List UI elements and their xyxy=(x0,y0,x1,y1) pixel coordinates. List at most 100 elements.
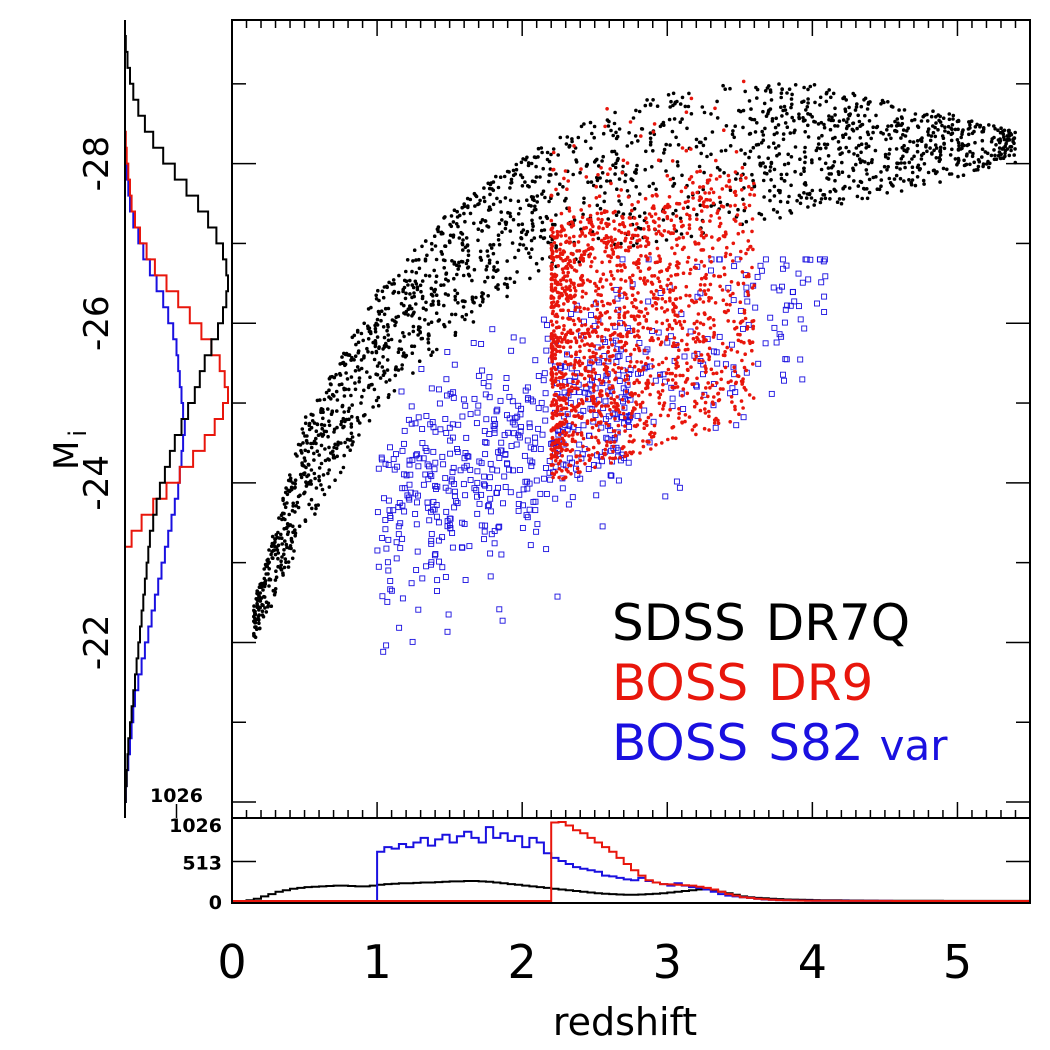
data-point-boss-dr9 xyxy=(567,317,571,321)
data-point-sdss-dr7q xyxy=(482,195,486,200)
data-point-boss-dr9 xyxy=(608,440,613,445)
data-point-boss-dr9 xyxy=(724,232,728,236)
data-point-boss-dr9 xyxy=(582,355,586,360)
data-point-sdss-dr7q xyxy=(758,163,763,168)
data-point-boss-dr9 xyxy=(640,390,644,394)
data-point-sdss-dr7q xyxy=(303,519,308,523)
data-point-boss-dr9 xyxy=(752,181,756,186)
data-point-sdss-dr7q xyxy=(446,279,451,283)
data-point-boss-dr9 xyxy=(570,220,575,225)
data-point-boss-dr9 xyxy=(710,400,715,405)
data-point-boss-s82-var xyxy=(444,349,451,355)
data-point-boss-s82-var xyxy=(473,487,480,494)
data-point-sdss-dr7q xyxy=(376,403,381,408)
data-point-sdss-dr7q xyxy=(514,162,519,167)
data-point-sdss-dr7q xyxy=(792,130,796,135)
data-point-boss-s82-var xyxy=(782,356,789,363)
data-point-sdss-dr7q xyxy=(534,175,539,179)
data-point-boss-dr9 xyxy=(601,226,605,231)
data-point-boss-dr9 xyxy=(685,231,690,236)
data-point-boss-dr9 xyxy=(573,359,578,364)
data-point-boss-dr9 xyxy=(555,290,560,295)
data-point-boss-dr9 xyxy=(602,362,606,366)
legend-boss-s82-var-part2: S82 xyxy=(768,714,863,772)
data-point-boss-dr9 xyxy=(622,224,627,229)
data-point-sdss-dr7q xyxy=(515,270,519,274)
data-point-sdss-dr7q xyxy=(926,127,931,131)
data-point-sdss-dr7q xyxy=(967,132,971,137)
data-point-sdss-dr7q xyxy=(496,233,501,237)
data-point-sdss-dr7q xyxy=(900,116,904,120)
data-point-boss-dr9 xyxy=(578,470,582,474)
data-point-sdss-dr7q xyxy=(387,345,391,350)
data-point-sdss-dr7q xyxy=(992,135,996,140)
data-point-sdss-dr7q xyxy=(508,229,513,233)
data-point-sdss-dr7q xyxy=(625,189,630,193)
data-point-boss-dr9 xyxy=(587,231,592,235)
data-point-boss-s82-var xyxy=(481,536,487,543)
data-point-boss-dr9 xyxy=(573,301,577,305)
data-point-boss-dr9 xyxy=(609,243,614,248)
data-point-sdss-dr7q xyxy=(1009,148,1013,153)
data-point-sdss-dr7q xyxy=(789,155,794,159)
data-point-sdss-dr7q xyxy=(483,219,488,223)
data-point-boss-s82-var xyxy=(480,380,487,386)
data-point-boss-dr9 xyxy=(669,274,673,278)
data-point-sdss-dr7q xyxy=(540,150,544,155)
data-point-sdss-dr7q xyxy=(264,572,269,576)
data-point-sdss-dr7q xyxy=(643,167,647,172)
data-point-boss-dr9 xyxy=(685,260,690,264)
data-point-sdss-dr7q xyxy=(368,330,373,334)
data-point-sdss-dr7q xyxy=(778,216,782,220)
data-point-boss-s82-var xyxy=(568,311,575,317)
data-point-sdss-dr7q xyxy=(984,162,989,166)
data-point-sdss-dr7q xyxy=(319,410,323,415)
data-point-boss-dr9 xyxy=(646,356,650,360)
data-point-sdss-dr7q xyxy=(851,121,856,125)
data-point-boss-dr9 xyxy=(712,273,716,278)
data-point-sdss-dr7q xyxy=(283,539,287,543)
data-point-boss-dr9 xyxy=(699,276,704,281)
data-point-boss-dr9 xyxy=(695,326,699,330)
data-point-boss-dr9 xyxy=(646,267,651,271)
data-point-sdss-dr7q xyxy=(935,170,939,174)
data-point-sdss-dr7q xyxy=(519,173,523,177)
data-point-boss-dr9 xyxy=(604,234,609,238)
data-point-sdss-dr7q xyxy=(790,115,794,120)
data-point-boss-dr9 xyxy=(703,411,708,415)
data-point-sdss-dr7q xyxy=(473,193,478,198)
data-point-sdss-dr7q xyxy=(310,419,315,423)
data-point-sdss-dr7q xyxy=(545,216,550,221)
data-point-boss-dr9 xyxy=(587,204,592,208)
data-point-sdss-dr7q xyxy=(349,431,354,436)
data-point-boss-dr9 xyxy=(677,411,681,416)
data-point-boss-s82-var xyxy=(487,460,494,467)
data-point-boss-dr9 xyxy=(741,229,745,234)
data-point-boss-dr9 xyxy=(593,371,598,375)
data-point-sdss-dr7q xyxy=(948,153,953,157)
data-point-boss-dr9 xyxy=(560,293,564,297)
data-point-sdss-dr7q xyxy=(843,109,848,114)
data-point-boss-dr9 xyxy=(596,320,601,324)
data-point-sdss-dr7q xyxy=(748,149,753,154)
data-point-sdss-dr7q xyxy=(605,179,609,183)
data-point-sdss-dr7q xyxy=(442,322,446,327)
data-point-boss-s82-var xyxy=(780,371,786,378)
data-point-sdss-dr7q xyxy=(374,398,379,403)
data-point-sdss-dr7q xyxy=(804,196,809,200)
data-point-boss-dr9 xyxy=(642,314,647,319)
data-point-sdss-dr7q xyxy=(775,153,779,158)
data-point-boss-dr9 xyxy=(632,216,637,220)
data-point-boss-dr9 xyxy=(620,170,625,175)
data-point-boss-dr9 xyxy=(714,371,719,376)
data-point-boss-dr9 xyxy=(711,371,716,376)
data-point-boss-s82-var xyxy=(544,335,551,342)
data-point-boss-dr9 xyxy=(632,347,637,352)
data-point-sdss-dr7q xyxy=(826,166,831,170)
data-point-boss-s82-var xyxy=(385,536,392,543)
data-point-sdss-dr7q xyxy=(893,129,897,133)
data-point-boss-dr9 xyxy=(594,435,598,440)
data-point-sdss-dr7q xyxy=(476,238,480,243)
data-point-boss-s82-var xyxy=(461,521,468,527)
data-point-boss-dr9 xyxy=(643,348,647,353)
